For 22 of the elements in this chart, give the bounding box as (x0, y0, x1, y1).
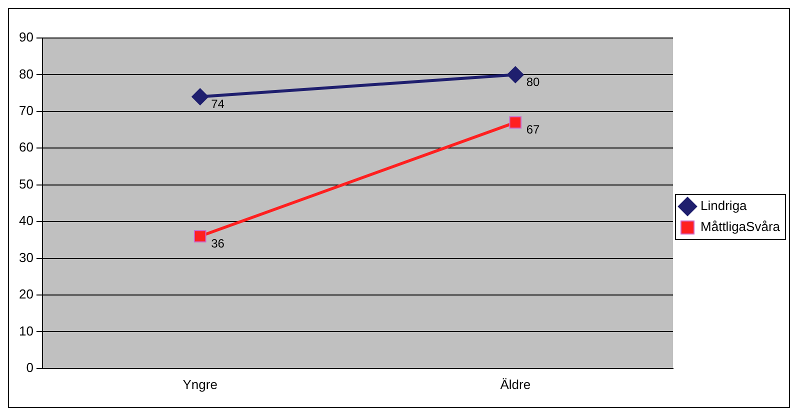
data-label: 67 (526, 122, 540, 137)
point (509, 116, 522, 129)
legend-label: MåttligaSvåra (700, 219, 781, 234)
x-tick-label: Yngre (182, 376, 218, 392)
data-label: 80 (526, 75, 540, 90)
x-tick-label: Äldre (500, 376, 531, 392)
point (194, 230, 206, 242)
y-tick-label: 60 (18, 140, 34, 155)
y-tick-label: 0 (26, 360, 34, 375)
legend-label: Lindriga (700, 198, 748, 214)
y-tick-label: 40 (18, 213, 34, 228)
y-tick-label: 90 (18, 30, 34, 45)
point (506, 66, 524, 84)
y-tick-label: 80 (18, 66, 34, 82)
y-tick-label: 10 (18, 323, 34, 338)
y-tick-label: 70 (18, 103, 34, 118)
data-label: 74 (211, 97, 225, 112)
y-tick-label: 20 (18, 286, 34, 302)
data-label: 36 (211, 236, 225, 251)
y-tick-label: 50 (18, 176, 34, 192)
y-tick-label: 30 (18, 250, 34, 265)
point (192, 88, 209, 106)
